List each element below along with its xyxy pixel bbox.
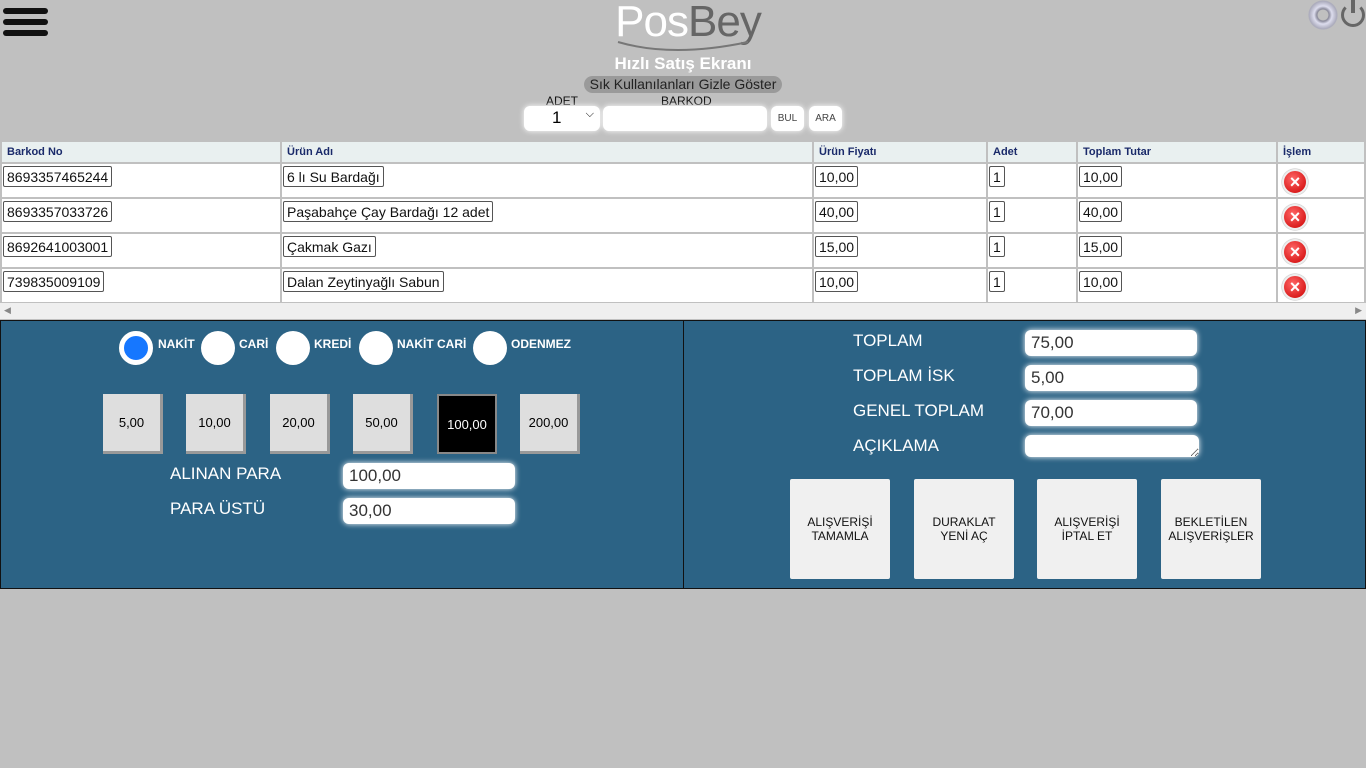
genel-toplam-input[interactable] — [1025, 400, 1197, 426]
toplam-tutar-field[interactable]: 10,00 — [1079, 271, 1123, 292]
payment-radio-label: NAKİT CARİ — [397, 337, 467, 351]
alinan-para-label: ALINAN PARA — [170, 464, 282, 483]
payment-radio-label: ODENMEZ — [511, 337, 571, 351]
hamburger-icon — [3, 8, 48, 14]
barkod-field[interactable]: 739835009109 — [3, 271, 105, 292]
col-barkod: Barkod No — [2, 142, 280, 162]
payment-radio-label: NAKİT — [158, 337, 195, 351]
adet-label: ADET — [546, 94, 579, 108]
payment-panel: NAKİT CARİ KREDİ NAKİT CARİ ODENMEZ 5,00 10,0… — [0, 320, 684, 589]
held-sales-button[interactable]: BEKLETİLEN ALIŞVERİŞLER — [1161, 479, 1261, 579]
fiyat-field[interactable]: 10,00 — [815, 271, 859, 292]
barkod-label: BARKOD — [661, 94, 712, 108]
delete-circle-x-icon[interactable]: × — [1282, 239, 1308, 265]
para-ustu-label: PARA ÜSTÜ — [170, 499, 266, 518]
fiyat-field[interactable]: 15,00 — [815, 236, 859, 257]
payment-radio-1[interactable] — [201, 331, 235, 365]
adet-field[interactable]: 1 — [989, 236, 1005, 257]
col-toplam: Toplam Tutar — [1078, 142, 1276, 162]
delete-circle-x-icon[interactable]: × — [1282, 204, 1308, 230]
col-adet: Adet — [988, 142, 1076, 162]
col-islem: İşlem — [1278, 142, 1364, 162]
table-row: 8693357465244 6 lı Su Bardağı 10,00 1 10,00 × — [2, 164, 1364, 197]
cash-amount-button[interactable]: 100,00 — [437, 394, 497, 454]
adet-field[interactable]: 1 — [989, 271, 1005, 292]
cash-amount-button[interactable]: 20,00 — [270, 394, 330, 454]
col-urun: Ürün Adı — [282, 142, 812, 162]
adet-select[interactable]: 1 ⌵ — [524, 106, 600, 131]
urun-adi-field[interactable]: 6 lı Su Bardağı — [283, 166, 384, 187]
payment-radio-0[interactable] — [119, 331, 153, 365]
page-title: Hızlı Satış Ekranı — [614, 54, 752, 73]
delete-circle-x-icon[interactable]: × — [1282, 169, 1308, 195]
genel-toplam-label: GENEL TOPLAM — [853, 401, 985, 420]
alinan-para-input[interactable] — [343, 463, 515, 489]
delete-circle-x-icon[interactable]: × — [1282, 274, 1308, 300]
table-row: 8692641003001 Çakmak Gazı 15,00 1 15,00 × — [2, 234, 1364, 267]
barkod-field[interactable]: 8692641003001 — [3, 236, 113, 257]
chevron-down-icon: ⌵ — [585, 108, 594, 120]
fiyat-field[interactable]: 10,00 — [815, 166, 859, 187]
barkod-input[interactable] — [603, 106, 767, 131]
cash-amount-button[interactable]: 200,00 — [520, 394, 580, 454]
cancel-sale-button[interactable]: ALIŞVERİŞİ İPTAL ET — [1037, 479, 1137, 579]
bul-button[interactable]: BUL — [771, 106, 804, 131]
payment-radio-4[interactable] — [473, 331, 507, 365]
para-ustu-input[interactable] — [343, 498, 515, 524]
horizontal-scrollbar[interactable]: ◀ ▶ — [0, 303, 1366, 319]
adet-field[interactable]: 1 — [989, 201, 1005, 222]
cash-amount-button[interactable]: 10,00 — [186, 394, 246, 454]
aciklama-textarea[interactable] — [1025, 435, 1199, 457]
sales-table: Barkod No Ürün Adı Ürün Fiyatı Adet Topl… — [0, 140, 1366, 304]
table-row: 739835009109 Dalan Zeytinyağlı Sabun 10,00… — [2, 269, 1364, 302]
gear-icon[interactable] — [1308, 0, 1338, 30]
toplam-tutar-field[interactable]: 40,00 — [1079, 201, 1123, 222]
cash-amount-button[interactable]: 50,00 — [353, 394, 413, 454]
col-fiyat: Ürün Fiyatı — [814, 142, 986, 162]
toplam-label: TOPLAM — [853, 331, 923, 350]
logo: PosBey — [560, 0, 806, 58]
toplam-tutar-field[interactable]: 15,00 — [1079, 236, 1123, 257]
payment-radio-label: KREDİ — [314, 337, 352, 351]
urun-adi-field[interactable]: Çakmak Gazı — [283, 236, 376, 257]
payment-radio-3[interactable] — [359, 331, 393, 365]
adet-field[interactable]: 1 — [989, 166, 1005, 187]
cash-amount-button[interactable]: 5,00 — [103, 394, 163, 454]
barkod-field[interactable]: 8693357465244 — [3, 166, 113, 187]
complete-sale-button[interactable]: ALIŞVERİŞİ TAMAMLA — [790, 479, 890, 579]
table-row: 8693357033726 Paşabahçe Çay Bardağı 12 ad… — [2, 199, 1364, 232]
payment-radio-2[interactable] — [276, 331, 310, 365]
fiyat-field[interactable]: 40,00 — [815, 201, 859, 222]
toplam-input[interactable] — [1025, 330, 1197, 356]
aciklama-label: AÇIKLAMA — [853, 436, 939, 455]
ara-button[interactable]: ARA — [809, 106, 842, 131]
payment-radio-label: CARİ — [239, 337, 269, 351]
toggle-favorites-button[interactable]: Sık Kullanılanları Gizle Göster — [584, 76, 782, 93]
toplam-tutar-field[interactable]: 10,00 — [1079, 166, 1123, 187]
barkod-field[interactable]: 8693357033726 — [3, 201, 113, 222]
power-icon[interactable] — [1341, 0, 1365, 27]
pause-new-button[interactable]: DURAKLAT YENİ AÇ — [914, 479, 1014, 579]
toplam-isk-label: TOPLAM İSK — [853, 366, 955, 385]
urun-adi-field[interactable]: Dalan Zeytinyağlı Sabun — [283, 271, 444, 292]
totals-panel: TOPLAM TOPLAM İSK GENEL TOPLAM AÇIKLAMA … — [683, 320, 1366, 589]
urun-adi-field[interactable]: Paşabahçe Çay Bardağı 12 adet — [283, 201, 494, 222]
hamburger-menu-button[interactable] — [3, 8, 48, 42]
toplam-isk-input[interactable] — [1025, 365, 1197, 391]
